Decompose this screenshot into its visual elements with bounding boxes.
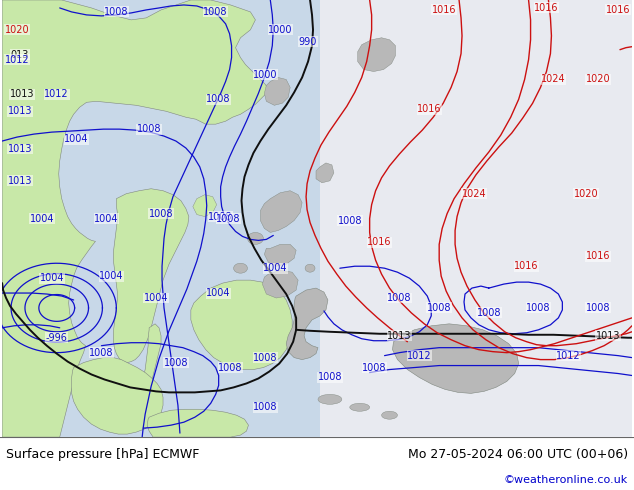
Text: 1013: 1013 [387,331,411,341]
Polygon shape [316,163,334,183]
Text: 1008: 1008 [104,7,129,17]
Text: 1016: 1016 [586,251,611,261]
Text: 1000: 1000 [253,70,278,79]
Text: 1004: 1004 [39,273,64,283]
Text: 1016: 1016 [417,104,441,114]
Polygon shape [264,245,296,266]
Polygon shape [262,270,298,298]
Ellipse shape [305,264,315,272]
Polygon shape [261,191,302,232]
Text: 990: 990 [299,37,317,47]
Text: Surface pressure [hPa] ECMWF: Surface pressure [hPa] ECMWF [6,447,200,461]
Text: 1008: 1008 [253,353,278,363]
Polygon shape [193,195,217,217]
Text: 1008: 1008 [363,363,387,372]
Text: ©weatheronline.co.uk: ©weatheronline.co.uk [503,475,628,486]
Text: 1008: 1008 [89,347,113,358]
Ellipse shape [318,394,342,404]
Polygon shape [72,358,163,434]
Text: 1008: 1008 [526,303,551,313]
Text: 1013: 1013 [8,176,32,186]
Text: 1012: 1012 [407,351,432,361]
Text: 1004: 1004 [99,271,124,281]
Text: 1008: 1008 [253,402,278,412]
Polygon shape [286,288,328,360]
Text: 1013: 1013 [10,89,34,99]
Text: Mo 27-05-2024 06:00 UTC (00+06): Mo 27-05-2024 06:00 UTC (00+06) [408,447,628,461]
Polygon shape [147,409,249,437]
Text: 1012: 1012 [556,351,581,361]
Text: 1004: 1004 [144,293,168,303]
Text: 1016: 1016 [605,5,630,15]
Text: 1004: 1004 [30,214,54,223]
Text: 1013: 1013 [596,331,620,341]
Text: 1008: 1008 [218,363,243,372]
Text: 1013: 1013 [8,144,32,154]
Text: 1024: 1024 [541,74,566,84]
Text: 1008: 1008 [204,7,228,17]
Text: 1004: 1004 [94,214,119,223]
Polygon shape [2,0,268,437]
Polygon shape [113,189,189,363]
Text: 1008: 1008 [209,212,233,221]
Text: 1020: 1020 [574,189,598,199]
Text: 1008: 1008 [477,308,501,318]
Text: 1020: 1020 [4,25,29,35]
Text: 1008: 1008 [586,303,611,313]
Text: 1004: 1004 [207,288,231,298]
Text: 1016: 1016 [432,5,456,15]
Text: 1008: 1008 [318,372,342,383]
Text: 1020: 1020 [586,74,611,84]
Text: 1012: 1012 [4,54,29,65]
Text: 1012: 1012 [44,89,69,99]
Text: 1008: 1008 [387,293,411,303]
Text: 1008: 1008 [164,358,188,368]
Text: 1008: 1008 [207,95,231,104]
Ellipse shape [382,411,398,419]
Text: 1008: 1008 [216,214,241,223]
Text: 1008: 1008 [337,216,362,225]
Ellipse shape [247,232,263,245]
Ellipse shape [233,263,247,273]
Text: 1016: 1016 [514,261,539,271]
Text: 1008: 1008 [427,303,451,313]
Text: -996: -996 [46,333,68,343]
Polygon shape [264,77,290,105]
Ellipse shape [350,403,370,411]
Text: 1016: 1016 [534,3,559,13]
Bar [320,0,632,437]
Polygon shape [392,324,519,393]
Text: 1024: 1024 [462,189,486,199]
Text: 1004: 1004 [65,134,89,144]
Polygon shape [138,324,161,407]
Text: 1008: 1008 [137,124,162,134]
Text: 1000: 1000 [268,25,292,35]
Text: 013: 013 [11,49,29,60]
Text: 1008: 1008 [149,209,173,219]
Text: 1016: 1016 [367,237,392,247]
Text: 1013: 1013 [8,106,32,116]
Polygon shape [191,280,292,369]
Text: 1004: 1004 [263,263,288,273]
Polygon shape [358,38,396,72]
